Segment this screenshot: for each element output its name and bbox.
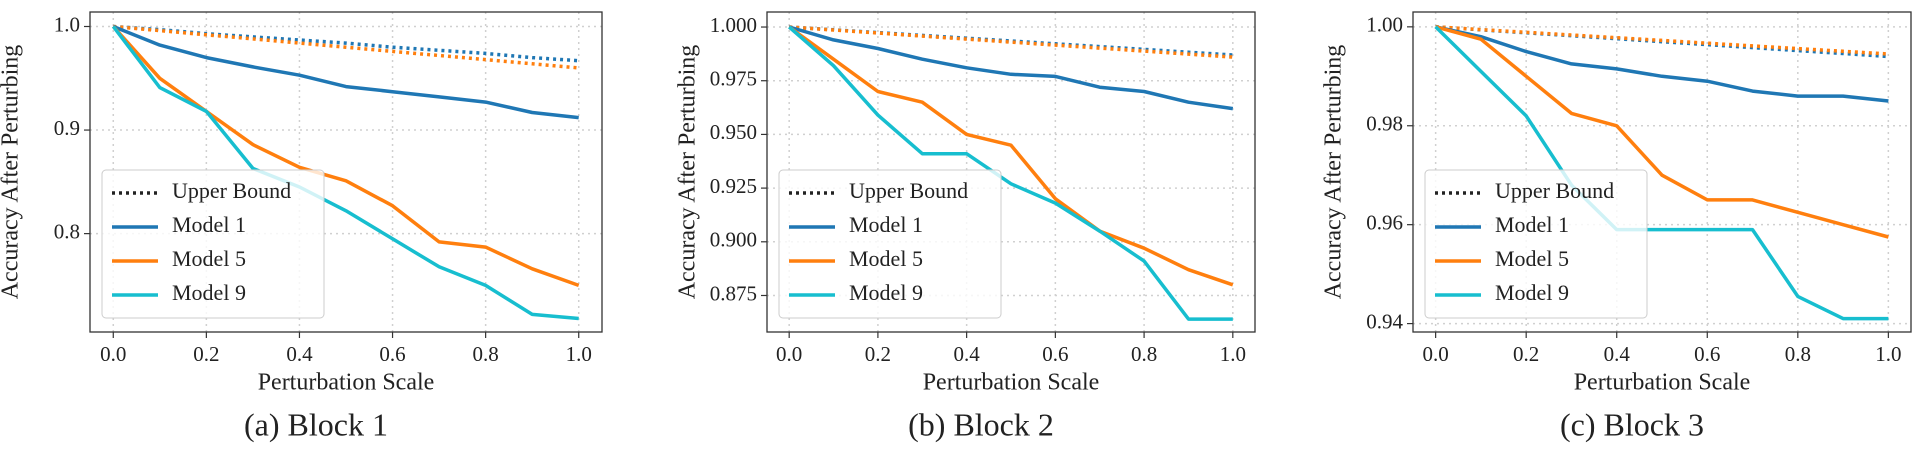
series-line [112,24,579,120]
legend-label: Model 5 [849,246,923,271]
bound-line [789,25,1233,59]
caption: (c) Block 3 [1560,406,1704,442]
legend-label: Model 1 [1495,212,1569,237]
x-tick-label: 0.2 [865,342,891,366]
legend-label: Model 5 [172,246,246,271]
legend-label: Upper Bound [1495,178,1614,203]
series-line [111,25,580,288]
x-tick-label: 0.2 [1513,342,1539,366]
caption: (b) Block 2 [908,406,1054,442]
y-axis-label: Accuracy After Perturbing [0,45,24,300]
legend: Upper Bound Model 1 Model 5 Model 9 [1424,169,1648,319]
y-tick-label: 0.94 [1366,309,1403,333]
bound-line [113,24,579,70]
x-tick-label: 1.0 [1220,342,1246,366]
legend-label: Model 9 [172,280,246,305]
subplot: 0.0 0.2 0.4 0.6 0.8 1.0 0.8 0.9 1.0 Upper Bound Mo… [0,11,603,442]
x-tick-label: 0.6 [1042,342,1068,366]
legend-box [1424,169,1648,319]
axes-frame [766,11,1256,333]
y-axis-label: Accuracy After Perturbing [1321,45,1347,300]
legend-label: Upper Bound [849,178,968,203]
caption: (a) Block 1 [244,406,388,442]
series-line [788,25,1234,287]
series-line [111,25,579,321]
axes-frame [1412,11,1912,333]
legend: Upper Bound Model 1 Model 5 Model 9 [101,169,325,319]
y-tick-label: 1.00 [1366,13,1403,37]
x-tick-label: 0.8 [1131,342,1157,366]
x-tick-label: 0.8 [473,342,499,366]
x-tick-label: 0.6 [1694,342,1720,366]
series-line [1435,25,1889,239]
y-tick-label: 0.8 [54,219,80,243]
legend-box [101,169,325,319]
series-line [1434,25,1889,321]
y-tick-label: 1.000 [710,13,757,37]
y-tick-label: 0.900 [710,228,757,252]
legend-label: Upper Bound [172,178,291,203]
y-tick-label: 0.925 [710,174,757,198]
legend-label: Model 1 [849,212,923,237]
x-tick-label: 0.4 [286,342,313,366]
x-axis-label: Perturbation Scale [258,370,435,396]
y-tick-label: 0.950 [710,120,757,144]
legend-label: Model 5 [1495,246,1569,271]
y-tick-label: 0.98 [1366,112,1403,136]
subplot: 0.0 0.2 0.4 0.6 0.8 1.0 0.875 0.900 0.925 0.950 0.… [675,11,1256,442]
x-axis-label: Perturbation Scale [923,370,1100,396]
x-tick-label: 0.6 [379,342,405,366]
y-tick-label: 0.975 [710,67,757,91]
subplot: 0.0 0.2 0.4 0.6 0.8 1.0 0.94 0.96 0.98 1.00 Upper … [1321,11,1912,442]
x-tick-label: 0.8 [1785,342,1811,366]
bound-line [1435,25,1889,56]
x-tick-label: 0.0 [100,342,126,366]
series-line [788,25,1233,321]
x-tick-label: 0.2 [193,342,219,366]
x-tick-label: 0.4 [954,342,981,366]
bound-line [113,24,579,63]
series-line [788,25,1234,111]
y-tick-label: 1.0 [54,12,80,36]
axes-frame [89,11,603,333]
x-tick-label: 0.0 [1423,342,1449,366]
legend-label: Model 9 [1495,280,1569,305]
y-tick-label: 0.9 [54,116,80,140]
x-tick-label: 0.0 [776,342,802,366]
bound-line [789,25,1233,57]
x-axis-label: Perturbation Scale [1574,370,1751,396]
legend-label: Model 9 [849,280,923,305]
legend-box [778,169,1002,319]
y-axis-label: Accuracy After Perturbing [675,45,701,300]
x-tick-label: 1.0 [1875,342,1901,366]
y-tick-label: 0.875 [710,281,757,305]
x-tick-label: 0.4 [1604,342,1631,366]
y-tick-label: 0.96 [1366,210,1403,234]
series-line [1435,25,1889,103]
legend: Upper Bound Model 1 Model 5 Model 9 [778,169,1002,319]
x-tick-label: 1.0 [566,342,592,366]
legend-label: Model 1 [172,212,246,237]
